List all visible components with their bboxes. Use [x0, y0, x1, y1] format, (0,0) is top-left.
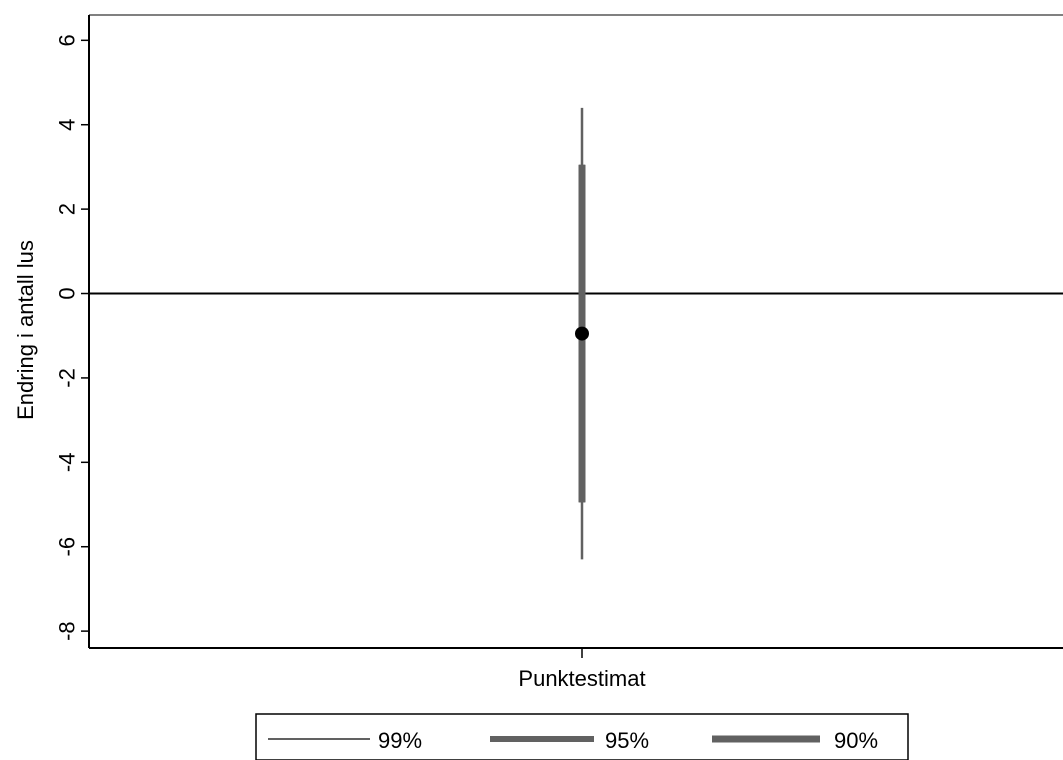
legend-label-99: 99% — [378, 728, 422, 753]
legend-label-90: 90% — [834, 728, 878, 753]
y-tick-label: -6 — [55, 537, 80, 557]
y-tick-label: 0 — [55, 287, 80, 299]
y-axis-title: Endring i antall lus — [13, 240, 38, 420]
y-axis-ticks: 6 4 2 0 -2 -4 -6 -8 — [55, 34, 89, 641]
y-tick-label: -8 — [55, 621, 80, 641]
y-tick-label: 6 — [55, 34, 80, 46]
y-tick-label: -4 — [55, 453, 80, 473]
x-category-label: Punktestimat — [518, 666, 645, 691]
y-tick-label: -2 — [55, 368, 80, 388]
y-tick-label: 4 — [55, 119, 80, 131]
legend: 99% 95% 90% — [255, 713, 909, 760]
point-estimate-marker — [575, 326, 589, 341]
legend-label-95: 95% — [605, 728, 649, 753]
y-tick-label: 2 — [55, 203, 80, 215]
point-estimate-group — [575, 326, 589, 341]
